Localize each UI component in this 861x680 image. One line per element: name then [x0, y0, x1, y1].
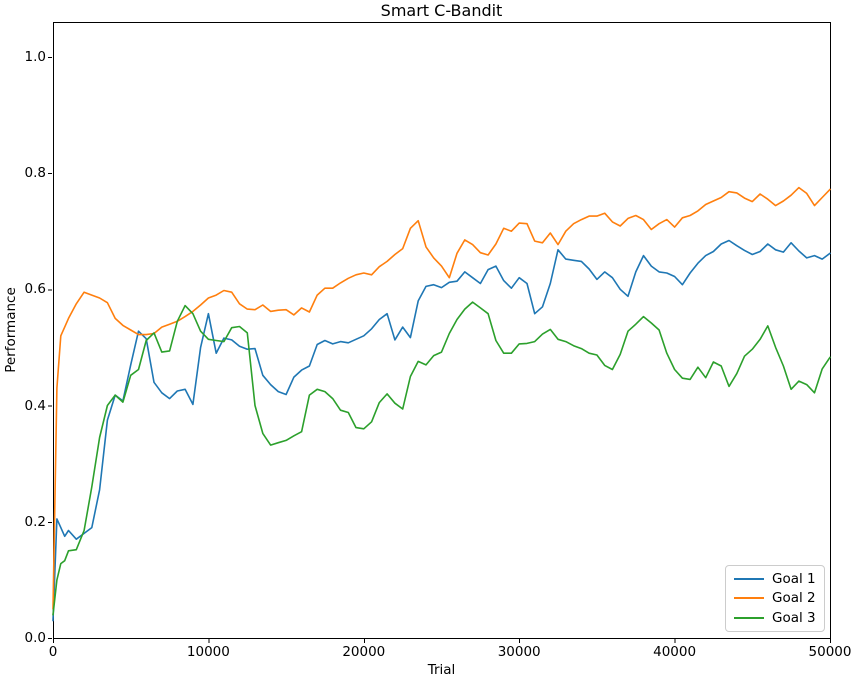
legend-label-goal-3: Goal 3	[772, 610, 816, 627]
chart-title: Smart C-Bandit	[380, 1, 503, 20]
legend-label-goal-2: Goal 2	[772, 590, 816, 607]
legend-entry-goal-2: Goal 2	[726, 591, 824, 605]
series-line-goal-3	[52, 301, 831, 616]
series-line-goal-1	[52, 239, 831, 622]
legend-label-goal-1: Goal 1	[772, 570, 816, 587]
legend-entry-goal-3: Goal 3	[726, 611, 824, 625]
legend-line-goal-2	[734, 597, 764, 600]
legend-line-goal-3	[734, 617, 764, 620]
y-axis-label: Performance	[3, 287, 19, 373]
legend-line-goal-1	[734, 577, 764, 580]
legend: Goal 1 Goal 2 Goal 3	[725, 565, 825, 632]
series-line-goal-2	[52, 186, 831, 610]
legend-entry-goal-1: Goal 1	[726, 572, 824, 586]
x-axis-label: Trial	[427, 662, 456, 678]
axes-spines	[53, 22, 831, 639]
